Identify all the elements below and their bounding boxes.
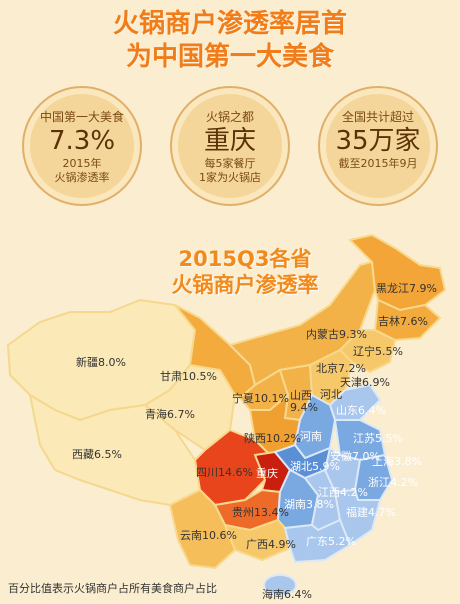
label-chongqing: 重庆 bbox=[256, 466, 278, 480]
label-hainan: 海南6.4% bbox=[262, 587, 312, 601]
label-shanghai: 上海3.8% bbox=[372, 454, 422, 468]
label-beijing: 北京7.2% bbox=[316, 361, 366, 375]
label-xinjiang: 新疆8.0% bbox=[76, 355, 126, 369]
label-shanxi: 山西 bbox=[290, 389, 312, 402]
stat-sub: 2015年 bbox=[62, 157, 102, 170]
stat-sub: 截至2015年9月 bbox=[338, 157, 418, 170]
headline-line-2: 为中国第一大美食 bbox=[125, 42, 334, 72]
label-shandong: 山东6.4% bbox=[336, 404, 386, 417]
label-zhejiang: 浙江4.2% bbox=[368, 476, 418, 489]
stat-value: 35万家 bbox=[335, 126, 421, 156]
region-guangdong bbox=[283, 518, 352, 564]
label-neimenggu: 内蒙古9.3% bbox=[306, 327, 367, 341]
label-jiangsu: 江苏5.5% bbox=[353, 432, 403, 445]
label-guangdong: 广东5.2% bbox=[306, 535, 356, 548]
stat-value: 重庆 bbox=[203, 126, 256, 156]
region-hainan bbox=[263, 574, 297, 596]
stat-sub: 每5家餐厅 bbox=[204, 157, 256, 170]
label-ningxia: 宁夏10.1% bbox=[232, 391, 289, 405]
stat-value: 7.3% bbox=[48, 126, 116, 156]
label-shaanxi: 陕西10.2% bbox=[244, 431, 301, 445]
region-heilongjiang bbox=[348, 233, 447, 312]
label-tianjin: 天津6.9% bbox=[340, 376, 390, 389]
label-hebei: 河北 bbox=[320, 388, 342, 401]
map-title-line-1: 2015Q3各省 bbox=[178, 247, 312, 271]
label-jiangxi: 江西4.2% bbox=[318, 486, 368, 499]
headline: 火锅商户渗透率居首 为中国第一大美食 bbox=[0, 8, 460, 74]
label-anhui: 安徽7.0% bbox=[330, 449, 380, 463]
stat-sub: 火锅渗透率 bbox=[54, 171, 110, 184]
map-title-line-2: 火锅商户渗透率 bbox=[171, 273, 319, 297]
label-yunnan: 云南10.6% bbox=[180, 529, 237, 542]
label-jilin: 吉林7.6% bbox=[378, 314, 428, 328]
label-henan: 河南 bbox=[300, 430, 322, 443]
label-heilongjiang: 黑龙江7.9% bbox=[376, 282, 437, 295]
stat-circle-total: 全国共计超过 35万家 截至2015年9月 bbox=[318, 86, 438, 206]
map-title: 2015Q3各省 火锅商户渗透率 bbox=[135, 246, 355, 298]
label-sichuan: 四川14.6% bbox=[196, 466, 253, 479]
stat-label: 全国共计超过 bbox=[341, 110, 414, 124]
stat-circle-chongqing: 火锅之都 重庆 每5家餐厅 1家为火锅店 bbox=[170, 86, 290, 206]
label-xizang: 西藏6.5% bbox=[72, 448, 122, 461]
label-fujian: 福建4.7% bbox=[346, 505, 396, 519]
label-hunan: 湖南3.8% bbox=[284, 498, 334, 511]
stat-circle-penetration: 中国第一大美食 7.3% 2015年 火锅渗透率 bbox=[22, 86, 142, 206]
label-hubei: 湖北5.9% bbox=[290, 460, 340, 473]
label-gansu: 甘肃10.5% bbox=[160, 370, 217, 383]
stat-label: 火锅之都 bbox=[205, 110, 254, 124]
label-guizhou: 贵州13.4% bbox=[232, 506, 289, 519]
stat-label: 中国第一大美食 bbox=[39, 110, 124, 124]
label-shanxi-value: 9.4% bbox=[290, 401, 318, 414]
label-guangxi: 广西4.9% bbox=[246, 538, 296, 551]
headline-line-1: 火锅商户渗透率居首 bbox=[112, 9, 347, 39]
footnote: 百分比值表示火锅商户占所有美食商户占比 bbox=[8, 582, 217, 595]
stat-sub: 1家为火锅店 bbox=[199, 171, 261, 184]
label-qinghai: 青海6.7% bbox=[145, 407, 195, 421]
label-liaoning: 辽宁5.5% bbox=[353, 344, 403, 358]
